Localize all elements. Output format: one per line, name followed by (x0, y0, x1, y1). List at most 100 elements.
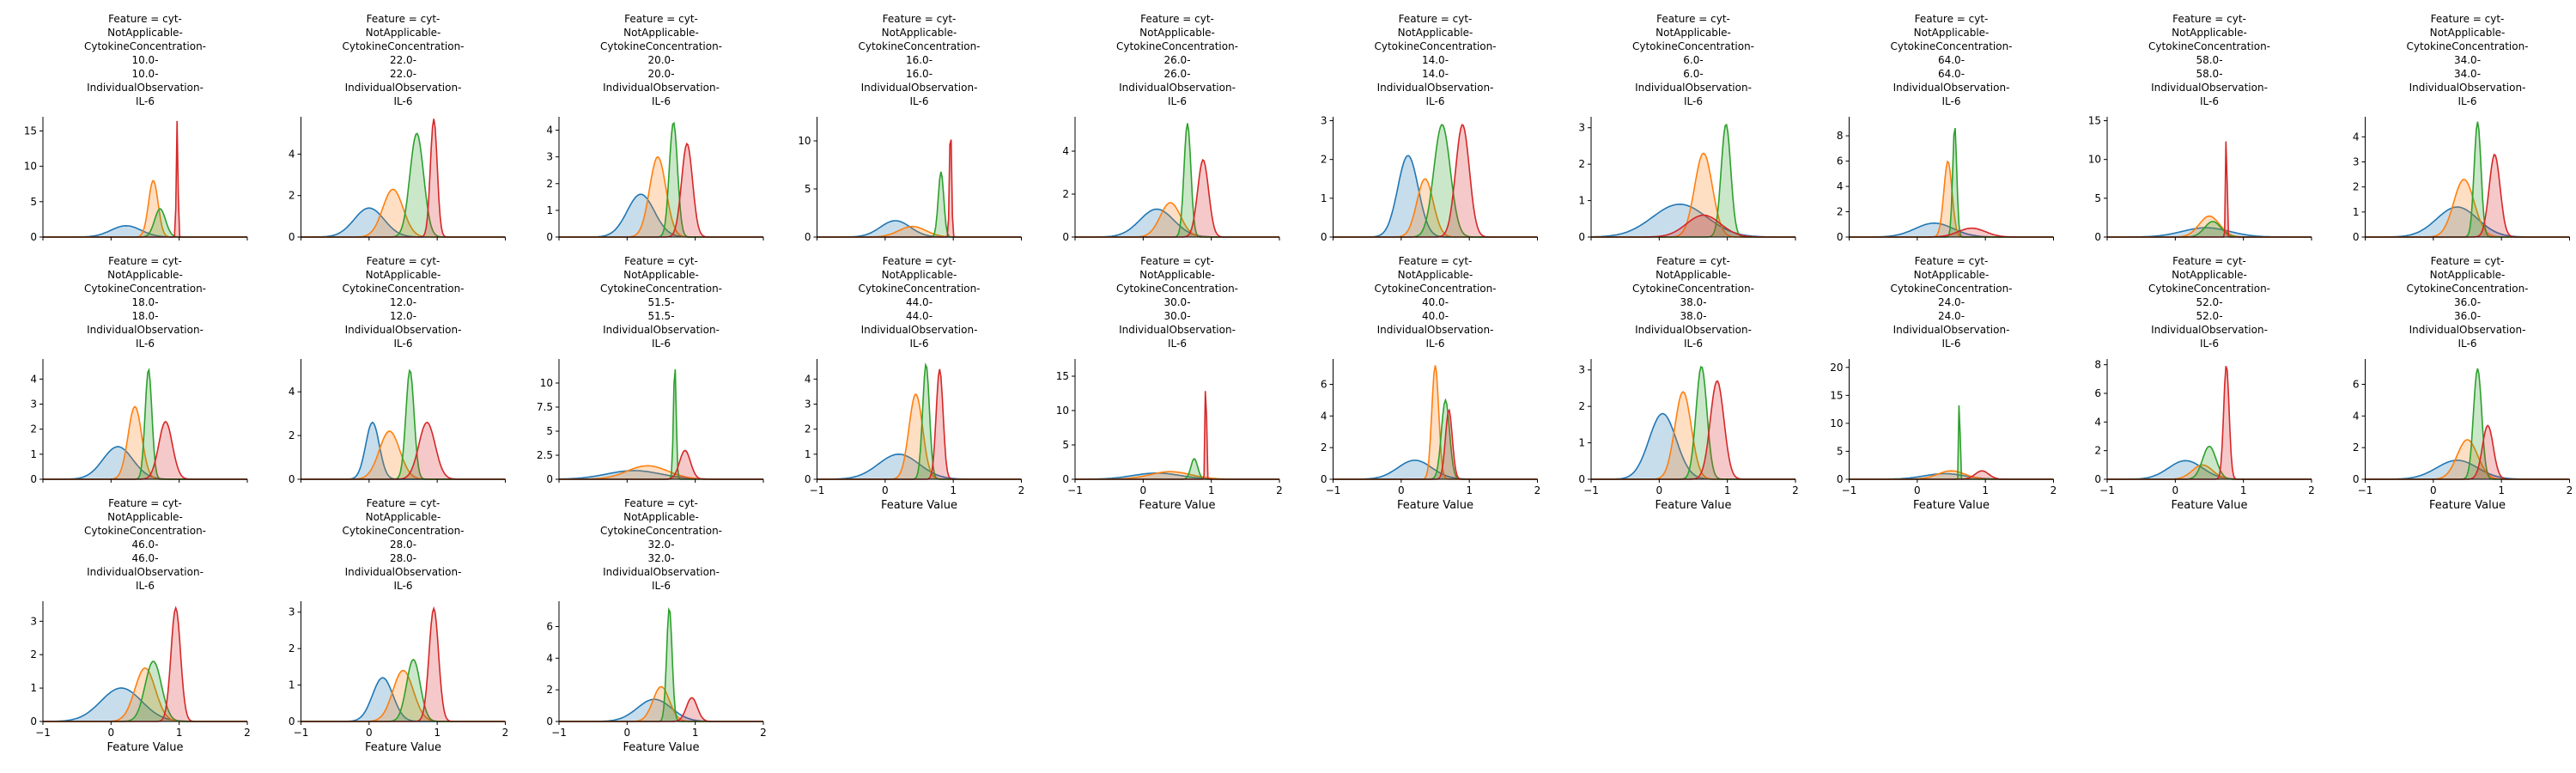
panel-title-line: IndividualObservation- (603, 324, 720, 336)
kde-area (2107, 228, 2312, 237)
y-tick-label: 3 (1578, 364, 1585, 376)
kde-area (559, 369, 763, 479)
y-tick-label: 4 (2353, 410, 2360, 422)
y-tick-label: 2 (1321, 441, 1327, 453)
panel-title-line: 12.0- (390, 310, 416, 322)
panel-title-line: NotApplicable- (366, 511, 441, 523)
panel-title-line: 20.0- (647, 54, 674, 66)
x-tick-label: 2 (502, 727, 509, 739)
kde-area (301, 189, 506, 237)
panel-title-line: 52.0- (2196, 296, 2222, 308)
panel-title-line: IndividualObservation- (1119, 82, 1236, 94)
panel-title-line: 64.0- (1938, 54, 1965, 66)
y-tick-label: 2.5 (537, 449, 553, 461)
y-tick-label: 4 (2353, 131, 2360, 143)
panel-title-line: 46.0- (131, 552, 158, 564)
panel-title-line: IndividualObservation- (87, 324, 204, 336)
panel-title-line: IL-6 (136, 580, 155, 592)
facet-panel: Feature = cyt-NotApplicable-CytokineConc… (1578, 255, 1798, 512)
y-tick-label: 2 (2353, 441, 2360, 453)
kde-area (1075, 472, 1279, 479)
panel-title-line: 64.0- (1938, 68, 1965, 80)
panel-title-line: IndividualObservation- (2409, 324, 2526, 336)
facet-panel: Feature = cyt-NotApplicable-CytokineConc… (30, 255, 248, 485)
kde-area (1333, 179, 1538, 237)
kde-area (301, 670, 506, 721)
facet-panel: Feature = cyt-NotApplicable-CytokineConc… (546, 497, 766, 754)
kde-area (1075, 209, 1279, 237)
y-tick-label: 3 (546, 151, 553, 163)
panel-title-line: 10.0- (131, 54, 158, 66)
panel-title-line: NotApplicable- (1139, 27, 1215, 39)
panel-title-line: NotApplicable- (1656, 269, 1731, 281)
panel-title-line: IndividualObservation- (345, 324, 462, 336)
panel-title-line: NotApplicable- (1398, 27, 1473, 39)
panel-title-line: IndividualObservation- (345, 82, 462, 94)
x-tick-label: −1 (1842, 484, 1857, 496)
panel-title-line: Feature = cyt- (1140, 13, 1214, 25)
panel-title-line: CytokineConcentration- (1890, 283, 2012, 295)
kde-area (817, 394, 1022, 479)
y-tick-label: 2 (30, 648, 37, 660)
y-tick-label: 0 (805, 231, 811, 243)
x-tick-label: 1 (434, 727, 440, 739)
panel-title-line: 20.0- (647, 68, 674, 80)
y-tick-label: 10 (24, 161, 37, 173)
y-tick-label: 3 (1321, 115, 1327, 127)
kde-area (1849, 228, 2054, 237)
panel-title-line: IL-6 (394, 338, 413, 350)
x-tick-label: 0 (2172, 484, 2179, 496)
x-axis-label: Feature Value (623, 741, 700, 754)
y-tick-label: 0 (546, 473, 553, 485)
panel-title-line: IndividualObservation- (2151, 82, 2268, 94)
panel-title-line: IL-6 (394, 580, 413, 592)
panel-title-line: IndividualObservation- (603, 566, 720, 578)
panel-title-line: 36.0- (2454, 296, 2481, 308)
panel-title-line: Feature = cyt- (2431, 13, 2505, 25)
y-tick-label: 2 (546, 684, 553, 696)
panel-title-line: Feature = cyt- (2431, 255, 2505, 267)
facet-panel: Feature = cyt-NotApplicable-CytokineConc… (289, 255, 506, 485)
x-tick-label: 1 (1982, 484, 1989, 496)
y-tick-label: 0 (1062, 473, 1069, 485)
y-tick-label: 8 (1837, 130, 1844, 142)
x-tick-label: −1 (1326, 484, 1341, 496)
y-tick-label: 3 (30, 615, 37, 627)
panel-title-line: IL-6 (910, 338, 929, 350)
panel-title-line: NotApplicable- (107, 511, 183, 523)
panel-title-line: CytokineConcentration- (858, 40, 980, 52)
y-tick-label: 1 (1321, 192, 1327, 204)
panel-title-line: IL-6 (1168, 338, 1187, 350)
panel-title-line: NotApplicable- (2172, 27, 2247, 39)
y-tick-label: 3 (805, 399, 811, 411)
panel-title-line: CytokineConcentration- (1374, 283, 1496, 295)
y-tick-label: 4 (289, 386, 295, 398)
kde-area (559, 156, 763, 237)
y-tick-label: 1 (1578, 437, 1585, 449)
x-tick-label: 2 (1534, 484, 1541, 496)
y-tick-label: 0 (1837, 231, 1844, 243)
panel-title-line: 40.0- (1422, 296, 1449, 308)
panel-title-line: NotApplicable- (2430, 27, 2506, 39)
x-tick-label: −1 (1583, 484, 1599, 496)
facet-panel: Feature = cyt-NotApplicable-CytokineConc… (798, 13, 1022, 243)
panel-title-line: 28.0- (390, 539, 416, 551)
x-tick-label: 2 (1792, 484, 1799, 496)
kde-area (1849, 222, 2054, 237)
y-tick-label: 15 (1056, 370, 1069, 382)
panel-title-line: NotApplicable- (2430, 269, 2506, 281)
panel-title-line: CytokineConcentration- (2148, 283, 2270, 295)
x-tick-label: 0 (1398, 484, 1405, 496)
y-tick-label: 15 (24, 125, 37, 137)
kde-area (301, 431, 506, 479)
y-tick-label: 2 (546, 178, 553, 190)
y-tick-label: 2 (289, 190, 295, 202)
facet-panel: Feature = cyt-NotApplicable-CytokineConc… (2094, 255, 2314, 512)
y-tick-label: 0 (30, 473, 37, 485)
x-tick-label: 2 (760, 727, 767, 739)
panel-title-line: 16.0- (906, 54, 933, 66)
y-tick-label: 2 (1321, 154, 1327, 166)
panel-title-line: CytokineConcentration- (1632, 40, 1754, 52)
x-tick-label: 1 (2240, 484, 2247, 496)
